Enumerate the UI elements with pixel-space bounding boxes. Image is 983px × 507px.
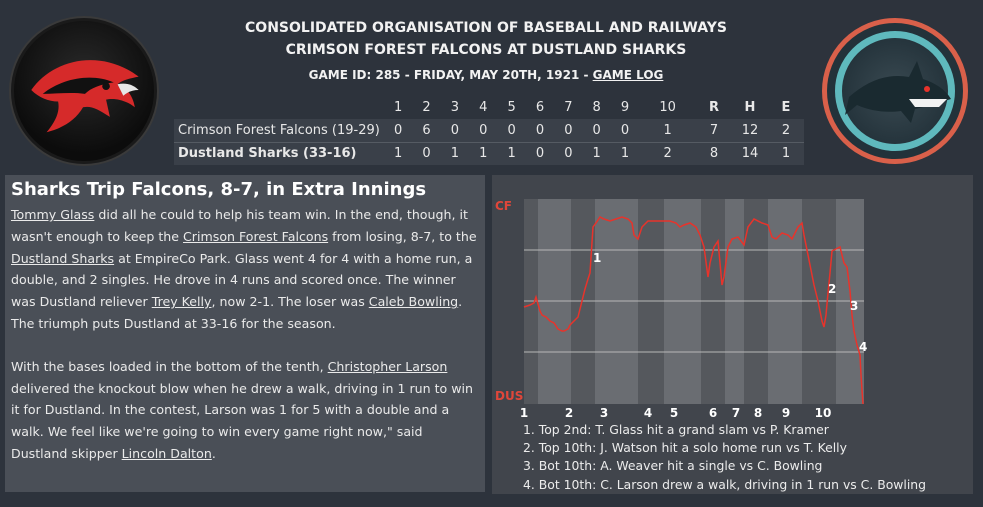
key-play-marker: 2: [828, 282, 836, 296]
inning-label: 1: [520, 406, 528, 420]
inning-label: 7: [732, 406, 740, 420]
inning-score: 1: [469, 141, 498, 165]
recap-text: at EmpireCo Park. Glass went 4 for 4 wit…: [11, 250, 473, 310]
inning-score: 0: [479, 122, 488, 138]
inning-label: 8: [754, 406, 762, 420]
recap-text: , now 2-1. The loser was: [211, 294, 369, 310]
key-play-note: 2. Top 10th: J. Watson hit a solo home r…: [523, 440, 847, 456]
recap-link[interactable]: Christopher Larson: [327, 358, 448, 374]
team-column-header: [174, 96, 384, 119]
recap-link[interactable]: Trey Kelly: [151, 294, 212, 310]
inning-score: 0: [450, 122, 460, 138]
inning-header: 5: [507, 100, 516, 115]
key-play-marker: 4: [859, 340, 867, 354]
linescore-header: 1 2 3 4 5 6 7 8 9 10 R H E: [174, 96, 804, 119]
key-play-marker: 1: [593, 251, 601, 265]
inning-label: 4: [644, 406, 652, 420]
inning-header: 1: [394, 100, 403, 115]
recap-link[interactable]: Dustland Sharks: [11, 250, 115, 266]
inning-score: 0: [554, 141, 583, 165]
inning-score: 1: [440, 141, 470, 165]
falcon-head-icon: [31, 60, 139, 133]
inning-header: 2: [422, 100, 431, 115]
runs-total: 8: [696, 141, 732, 165]
home-team-name[interactable]: Dustland Sharks (33-16): [174, 141, 384, 165]
league-title: CONSOLIDATED ORGANISATION OF BASEBALL AN…: [245, 20, 727, 36]
key-play-note: 3. Bot 10th: A. Weaver hit a single vs C…: [523, 458, 823, 474]
table-row: Crimson Forest Falcons (19-29) 0 6 0 0 0…: [174, 119, 804, 142]
key-play-marker: 3: [850, 299, 858, 313]
chart-top-label: CF: [495, 199, 512, 213]
recap-text: delivered the knockout blow when he drew…: [11, 380, 474, 461]
inning-header: 6: [535, 100, 545, 115]
game-log-link[interactable]: GAME LOG: [592, 68, 664, 82]
inning-score: 0: [412, 141, 441, 165]
game-info: GAME ID: 285 - FRIDAY, MAY 20TH, 1921 - …: [200, 68, 772, 82]
table-row: Dustland Sharks (33-16) 1 0 1 1 1 0 0 1 …: [174, 141, 804, 165]
inning-score: 0: [394, 122, 403, 138]
recap-text: did all he could to help his team win. I…: [11, 207, 468, 244]
inning-score: 0: [525, 141, 555, 165]
inning-score: 0: [564, 122, 573, 138]
inning-score: 0: [535, 122, 545, 138]
key-plays-list: 1. Top 2nd: T. Glass hit a grand slam vs…: [523, 421, 926, 494]
recap-link[interactable]: Tommy Glass: [11, 207, 95, 222]
recap-text: .: [211, 445, 216, 461]
away-team-name[interactable]: Crimson Forest Falcons (19-29): [178, 122, 380, 138]
matchup-title: CRIMSON FOREST FALCONS AT DUSTLAND SHARK…: [285, 42, 687, 58]
inning-header: 10: [659, 100, 676, 115]
errors-total: 2: [781, 122, 791, 138]
inning-header: 9: [620, 100, 630, 115]
inning-label: 6: [709, 406, 717, 420]
hits-total: 12: [741, 122, 759, 138]
errors-total: 1: [768, 141, 804, 165]
game-info-text: GAME ID: 285 - FRIDAY, MAY 20TH, 1921 -: [308, 68, 593, 82]
inning-label: 3: [600, 406, 608, 420]
falcons-logo: [11, 18, 157, 164]
inning-label: 10: [815, 406, 832, 420]
inning-label: 9: [782, 406, 790, 420]
recap-link[interactable]: Caleb Bowling: [368, 294, 459, 310]
inning-header: 3: [450, 100, 460, 115]
recap-text: from losing, 8-7, to the: [328, 228, 477, 244]
hits-header: H: [744, 100, 756, 115]
recap-paragraph: Tommy Glass did all he could to help his…: [11, 204, 479, 335]
inning-score: 0: [620, 122, 630, 138]
runs-total: 7: [709, 122, 719, 138]
chart-bottom-label: DUS: [495, 389, 523, 403]
inning-score: 6: [422, 122, 431, 138]
game-recap-panel: Sharks Trip Falcons, 8-7, in Extra Innin…: [5, 175, 485, 492]
recap-paragraph: With the bases loaded in the bottom of t…: [11, 356, 479, 465]
inning-header: 7: [564, 100, 573, 115]
recap-link[interactable]: Crimson Forest Falcons: [183, 228, 329, 244]
inning-score: 0: [507, 122, 516, 138]
recap-text: With the bases loaded in the bottom of t…: [11, 358, 328, 374]
inning-label: 5: [670, 406, 678, 420]
recap-link[interactable]: Lincoln Dalton: [121, 445, 212, 461]
inning-score: 0: [592, 122, 601, 138]
runs-header: R: [708, 100, 719, 115]
inning-score: 2: [639, 141, 696, 165]
recap-headline: Sharks Trip Falcons, 8-7, in Extra Innin…: [11, 179, 427, 200]
sharks-logo: [822, 18, 968, 164]
hits-total: 14: [732, 141, 768, 165]
recap-text: . The triumph puts Dustland at 33-16 for…: [11, 294, 463, 331]
inning-score: 1: [497, 141, 526, 165]
shark-icon: [845, 61, 951, 123]
inning-header: 8: [592, 100, 601, 115]
win-probability-line: [523, 216, 864, 405]
inning-score: 1: [384, 141, 413, 165]
inning-label: 2: [565, 406, 573, 420]
inning-score: 1: [610, 141, 640, 165]
key-play-note: 1. Top 2nd: T. Glass hit a grand slam vs…: [523, 422, 829, 437]
key-play-note: 4. Bot 10th: C. Larson drew a walk, driv…: [523, 476, 927, 492]
inning-score: 1: [663, 122, 672, 138]
win-probability-panel: CF DUS 1 2 3 4 1 2 3 4 5 6 7 8 9 10 1. Top 2nd: T. Glas…: [492, 175, 973, 494]
errors-header: E: [781, 100, 791, 115]
inning-score: 1: [582, 141, 611, 165]
inning-header: 4: [479, 100, 488, 115]
linescore-table: 1 2 3 4 5 6 7 8 9 10 R H E Crimson Fores…: [174, 96, 804, 165]
